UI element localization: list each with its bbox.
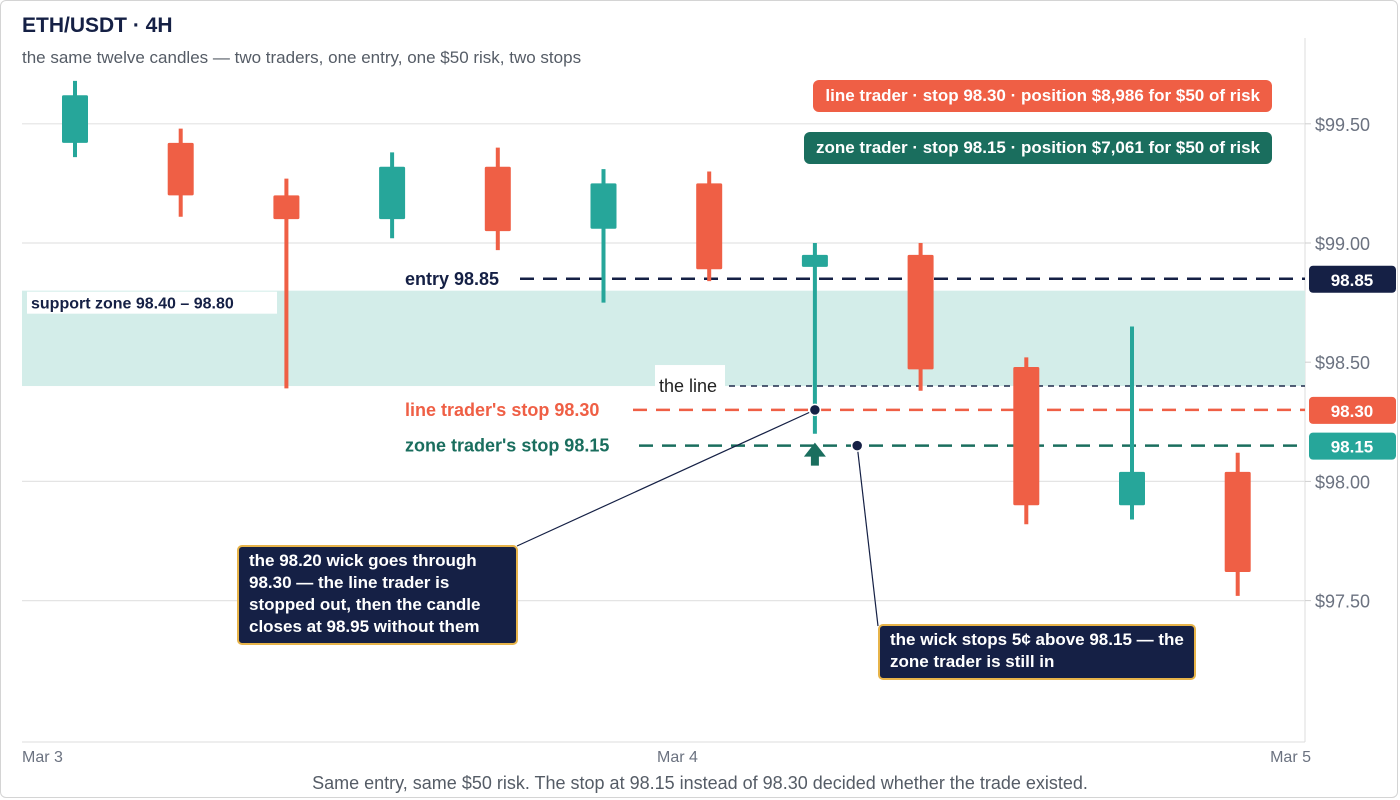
x-tick-label-1: Mar 4 [657, 749, 698, 766]
y-tick-label-1: $99.00 [1315, 234, 1370, 254]
support-zone-label-bg [27, 291, 277, 314]
candle-body-1 [167, 142, 194, 196]
marker-arrow-head-2 [803, 442, 826, 457]
chart-caption: Same entry, same $50 risk. The stop at 9… [312, 773, 1088, 793]
y-tick-label-4: $97.50 [1315, 592, 1370, 612]
candle-body-2 [273, 195, 300, 220]
level-label-line_stop: line trader's stop 98.30 [405, 400, 599, 420]
marker-dot-1 [850, 439, 864, 452]
y-tick-label-3: $98.00 [1315, 472, 1370, 492]
candle-body-9 [1013, 366, 1040, 506]
y-tick-label-2: $98.50 [1315, 353, 1370, 373]
candle-body-7 [801, 254, 828, 267]
candle-body-10 [1119, 471, 1145, 506]
zone-trader-pill: zone trader · stop 98.15 · position $7,0… [803, 132, 1272, 164]
level-label-entry: entry 98.85 [405, 269, 499, 289]
level-tag-bg-line_stop [1309, 396, 1396, 424]
marker-arrow-shaft-2 [810, 455, 819, 466]
support-zone-label: support zone 98.40 – 98.80 [31, 296, 234, 313]
y-tick-label-0: $99.50 [1315, 115, 1370, 135]
zone-trader-callout: the wick stops 5¢ above 98.15 — the zone… [878, 624, 1196, 680]
candle-body-8 [907, 254, 934, 370]
line-trader-callout: the 98.20 wick goes through 98.30 — the … [237, 545, 518, 645]
level-tag-line_stop: 98.30 [1331, 402, 1374, 421]
candle-body-3 [379, 166, 406, 220]
x-tick-label-2: Mar 5 [1270, 749, 1311, 766]
candle-body-5 [590, 183, 617, 229]
level-tag-bg-entry [1309, 265, 1396, 293]
candle-body-0 [62, 95, 88, 143]
level-label-line: the line [659, 376, 717, 396]
chart-subtitle: the same twelve candles — two traders, o… [22, 48, 582, 67]
chart-title: ETH/USDT · 4H [22, 14, 173, 37]
connector-line-trader [516, 409, 816, 547]
candle-body-4 [484, 166, 511, 232]
line-trader-pill: line trader · stop 98.30 · position $8,9… [813, 80, 1272, 112]
candle-body-11 [1224, 471, 1251, 572]
level-tag-zone_stop: 98.15 [1331, 438, 1374, 457]
level-tag-entry: 98.85 [1331, 271, 1374, 290]
level-label-bg-line [655, 365, 725, 388]
level-tag-bg-zone_stop [1309, 432, 1396, 460]
level-label-zone_stop: zone trader's stop 98.15 [405, 436, 609, 456]
x-tick-label-0: Mar 3 [22, 749, 63, 766]
connector-zone-trader [856, 445, 879, 627]
marker-dot-0 [808, 403, 822, 417]
candle-body-6 [696, 183, 723, 270]
